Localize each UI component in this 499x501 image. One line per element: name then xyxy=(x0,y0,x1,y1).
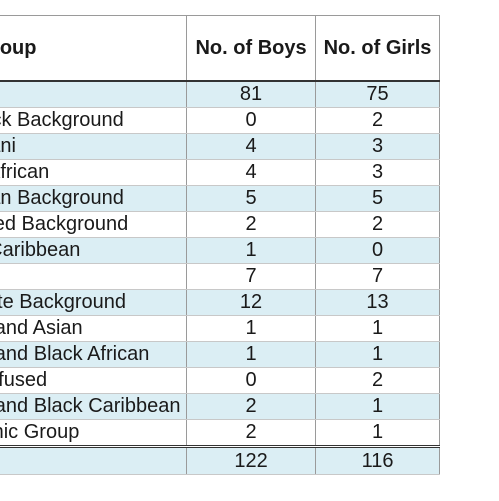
header-no-of-girls: No. of Girls xyxy=(314,15,441,82)
ethnicity-table: Ethnic Group No. of Boys No. of Girls Wh… xyxy=(0,15,441,475)
table-row: Black - Black African43 xyxy=(0,159,441,186)
girls-count-cell: 1 xyxy=(314,315,441,342)
boys-count-cell: 0 xyxy=(186,107,316,134)
table-row: Information Refused02 xyxy=(0,367,441,394)
ethnic-group-cell: Mixed - White and Asian xyxy=(0,315,188,342)
girls-count-cell: 2 xyxy=(314,107,441,134)
ethnic-group-cell: White - British xyxy=(0,81,188,108)
table-row: Asian - Pakistani43 xyxy=(0,133,441,160)
girls-count-cell: 1 xyxy=(314,393,441,420)
ethnic-group-cell: Any Other Mixed Background xyxy=(0,211,188,238)
boys-count-cell: 7 xyxy=(186,263,316,290)
boys-count-cell: 1 xyxy=(186,315,316,342)
ethnic-group-cell: Asian - Indian xyxy=(0,263,188,290)
boys-count-cell: 81 xyxy=(186,81,316,108)
boys-count-cell: 1 xyxy=(186,341,316,368)
ethnic-group-cell: Any Other Ethnic Group xyxy=(0,419,188,447)
boys-count-cell: 2 xyxy=(186,393,316,420)
ethnic-group-cell: Black - Black Caribbean xyxy=(0,237,188,264)
girls-count-cell: 13 xyxy=(314,289,441,316)
header-no-of-boys: No. of Boys xyxy=(186,15,316,82)
girls-count-cell: 3 xyxy=(314,159,441,186)
girls-count-cell: 3 xyxy=(314,133,441,160)
boys-count-cell: 5 xyxy=(186,185,316,212)
girls-count-cell: 75 xyxy=(314,81,441,108)
boys-count-cell: 1 xyxy=(186,237,316,264)
ethnic-group-cell: Asian - Pakistani xyxy=(0,133,188,160)
boys-count-cell: 4 xyxy=(186,133,316,160)
ethnic-group-cell: Any Other Black Background xyxy=(0,107,188,134)
boys-count-cell: 4 xyxy=(186,159,316,186)
boys-count-cell: 122 xyxy=(186,445,316,475)
girls-count-cell: 2 xyxy=(314,367,441,394)
ethnic-group-cell: Mixed - White and Black African xyxy=(0,341,188,368)
boys-count-cell: 12 xyxy=(186,289,316,316)
ethnic-group-cell: Mixed - White and Black Caribbean xyxy=(0,393,188,420)
table-row: White - British8175 xyxy=(0,81,441,108)
girls-count-cell: 2 xyxy=(314,211,441,238)
girls-count-cell: 116 xyxy=(314,445,441,475)
girls-count-cell: 1 xyxy=(314,341,441,368)
boys-count-cell: 2 xyxy=(186,211,316,238)
table-body: White - British8175Any Other Black Backg… xyxy=(0,81,441,475)
ethnic-group-cell: Any Other Asian Background xyxy=(0,185,188,212)
boys-count-cell: 0 xyxy=(186,367,316,394)
total-row: Total122116 xyxy=(0,445,441,475)
header-ethnic-group: Ethnic Group xyxy=(0,15,188,82)
girls-count-cell: 7 xyxy=(314,263,441,290)
girls-count-cell: 5 xyxy=(314,185,441,212)
header-row: Ethnic Group No. of Boys No. of Girls xyxy=(0,15,441,82)
girls-count-cell: 1 xyxy=(314,419,441,447)
ethnic-group-cell: Black - Black African xyxy=(0,159,188,186)
girls-count-cell: 0 xyxy=(314,237,441,264)
table-row: Asian - Indian77 xyxy=(0,263,441,290)
table-row: Black - Black Caribbean10 xyxy=(0,237,441,264)
ethnic-group-cell: Any Other White Background xyxy=(0,289,188,316)
ethnic-group-cell: Information Refused xyxy=(0,367,188,394)
boys-count-cell: 2 xyxy=(186,419,316,447)
ethnic-group-cell: Total xyxy=(0,445,188,475)
